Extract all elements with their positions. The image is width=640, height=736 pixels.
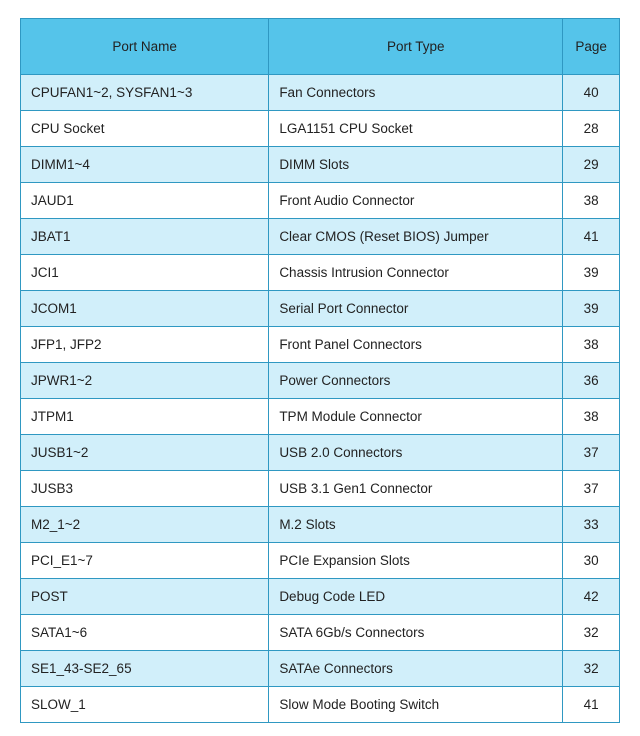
cell-port-name: SLOW_1 xyxy=(21,687,269,723)
cell-page: 32 xyxy=(563,615,620,651)
table-row: JAUD1Front Audio Connector38 xyxy=(21,183,620,219)
cell-port-name: JUSB3 xyxy=(21,471,269,507)
ports-table: Port Name Port Type Page CPUFAN1~2, SYSF… xyxy=(20,18,620,723)
table-row: SATA1~6SATA 6Gb/s Connectors32 xyxy=(21,615,620,651)
cell-page: 41 xyxy=(563,687,620,723)
cell-page: 42 xyxy=(563,579,620,615)
cell-port-type: USB 3.1 Gen1 Connector xyxy=(269,471,563,507)
cell-port-name: JUSB1~2 xyxy=(21,435,269,471)
cell-port-name: JBAT1 xyxy=(21,219,269,255)
cell-port-type: Serial Port Connector xyxy=(269,291,563,327)
cell-port-type: Power Connectors xyxy=(269,363,563,399)
cell-port-name: JPWR1~2 xyxy=(21,363,269,399)
page-container: Port Name Port Type Page CPUFAN1~2, SYSF… xyxy=(0,0,640,736)
cell-page: 30 xyxy=(563,543,620,579)
cell-port-name: JFP1, JFP2 xyxy=(21,327,269,363)
cell-port-type: Front Audio Connector xyxy=(269,183,563,219)
cell-port-type: Clear CMOS (Reset BIOS) Jumper xyxy=(269,219,563,255)
cell-page: 41 xyxy=(563,219,620,255)
cell-port-name: PCI_E1~7 xyxy=(21,543,269,579)
cell-page: 38 xyxy=(563,183,620,219)
cell-port-type: SATA 6Gb/s Connectors xyxy=(269,615,563,651)
table-row: JUSB3USB 3.1 Gen1 Connector37 xyxy=(21,471,620,507)
cell-port-type: Debug Code LED xyxy=(269,579,563,615)
table-body: CPUFAN1~2, SYSFAN1~3Fan Connectors40CPU … xyxy=(21,75,620,723)
col-header-page: Page xyxy=(563,19,620,75)
cell-port-name: SE1_43-SE2_65 xyxy=(21,651,269,687)
cell-page: 39 xyxy=(563,255,620,291)
table-row: POSTDebug Code LED42 xyxy=(21,579,620,615)
cell-port-type: USB 2.0 Connectors xyxy=(269,435,563,471)
cell-port-name: POST xyxy=(21,579,269,615)
table-row: JCI1Chassis Intrusion Connector39 xyxy=(21,255,620,291)
cell-page: 37 xyxy=(563,435,620,471)
cell-page: 40 xyxy=(563,75,620,111)
cell-port-name: JCOM1 xyxy=(21,291,269,327)
table-header-row: Port Name Port Type Page xyxy=(21,19,620,75)
cell-port-type: Front Panel Connectors xyxy=(269,327,563,363)
col-header-name: Port Name xyxy=(21,19,269,75)
cell-page: 29 xyxy=(563,147,620,183)
cell-port-type: SATAe Connectors xyxy=(269,651,563,687)
cell-port-type: Fan Connectors xyxy=(269,75,563,111)
cell-port-name: DIMM1~4 xyxy=(21,147,269,183)
cell-port-type: TPM Module Connector xyxy=(269,399,563,435)
table-header: Port Name Port Type Page xyxy=(21,19,620,75)
table-row: M2_1~2M.2 Slots33 xyxy=(21,507,620,543)
cell-port-type: Slow Mode Booting Switch xyxy=(269,687,563,723)
cell-page: 32 xyxy=(563,651,620,687)
cell-page: 39 xyxy=(563,291,620,327)
cell-port-type: M.2 Slots xyxy=(269,507,563,543)
cell-page: 38 xyxy=(563,327,620,363)
cell-page: 38 xyxy=(563,399,620,435)
cell-port-type: PCIe Expansion Slots xyxy=(269,543,563,579)
cell-port-name: JCI1 xyxy=(21,255,269,291)
cell-port-type: DIMM Slots xyxy=(269,147,563,183)
cell-page: 28 xyxy=(563,111,620,147)
col-header-type: Port Type xyxy=(269,19,563,75)
cell-page: 33 xyxy=(563,507,620,543)
table-row: JFP1, JFP2Front Panel Connectors38 xyxy=(21,327,620,363)
cell-port-name: CPUFAN1~2, SYSFAN1~3 xyxy=(21,75,269,111)
cell-port-name: M2_1~2 xyxy=(21,507,269,543)
cell-port-name: SATA1~6 xyxy=(21,615,269,651)
table-row: CPUFAN1~2, SYSFAN1~3Fan Connectors40 xyxy=(21,75,620,111)
cell-port-type: LGA1151 CPU Socket xyxy=(269,111,563,147)
cell-port-name: JTPM1 xyxy=(21,399,269,435)
cell-port-type: Chassis Intrusion Connector xyxy=(269,255,563,291)
table-row: PCI_E1~7PCIe Expansion Slots30 xyxy=(21,543,620,579)
table-row: JTPM1TPM Module Connector38 xyxy=(21,399,620,435)
cell-page: 36 xyxy=(563,363,620,399)
table-row: JPWR1~2Power Connectors36 xyxy=(21,363,620,399)
table-row: SE1_43-SE2_65SATAe Connectors32 xyxy=(21,651,620,687)
cell-port-name: CPU Socket xyxy=(21,111,269,147)
table-row: CPU SocketLGA1151 CPU Socket28 xyxy=(21,111,620,147)
table-row: SLOW_1Slow Mode Booting Switch41 xyxy=(21,687,620,723)
cell-port-name: JAUD1 xyxy=(21,183,269,219)
table-row: DIMM1~4DIMM Slots29 xyxy=(21,147,620,183)
table-row: JUSB1~2USB 2.0 Connectors37 xyxy=(21,435,620,471)
table-row: JBAT1Clear CMOS (Reset BIOS) Jumper41 xyxy=(21,219,620,255)
cell-page: 37 xyxy=(563,471,620,507)
table-row: JCOM1Serial Port Connector39 xyxy=(21,291,620,327)
